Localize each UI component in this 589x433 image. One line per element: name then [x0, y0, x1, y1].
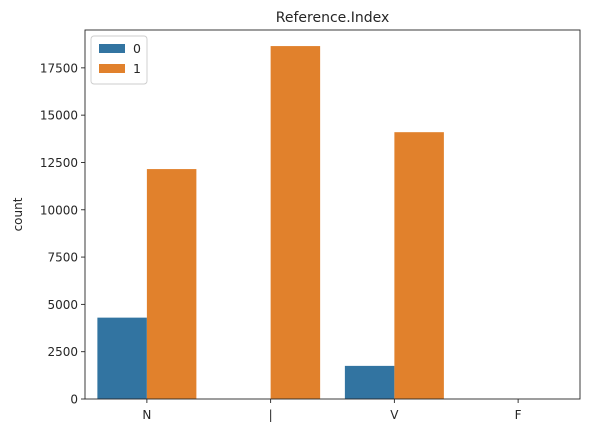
legend-label-0: 0: [133, 41, 141, 56]
bar-series-1-0: [146, 169, 197, 399]
y-tick-label-3: 7500: [47, 251, 78, 265]
legend-swatch-0: [99, 44, 125, 53]
bar-series-0-2: [344, 365, 395, 399]
x-tick-label-0: N: [142, 408, 151, 422]
axes-group: 0 2500 5000 7500 10000 12500 15000 17500 N | V F: [40, 29, 581, 422]
legend: 01: [90, 35, 148, 85]
legend-label-1: 1: [133, 61, 141, 76]
x-tick-label-2: V: [390, 408, 399, 422]
y-tick-label-4: 10000: [40, 203, 78, 217]
bar-series-1-1: [270, 46, 321, 399]
y-tick-label-6: 15000: [40, 109, 78, 123]
y-tick-label-7: 17500: [40, 61, 78, 75]
y-axis-label: count: [11, 197, 25, 231]
y-tick-label-0: 0: [70, 393, 78, 407]
x-tick-label-3: F: [515, 408, 522, 422]
y-tick-label-5: 12500: [40, 156, 78, 170]
y-tick-label-2: 5000: [47, 298, 78, 312]
x-tick-label-1: |: [269, 408, 273, 422]
bar-series-1-2: [394, 132, 444, 399]
y-tick-label-1: 2500: [47, 345, 78, 359]
bars-group: [97, 46, 444, 399]
legend-swatch-1: [99, 64, 125, 73]
bar-series-0-0: [97, 317, 147, 399]
plot-frame: [84, 29, 581, 400]
chart-title: Reference.Index: [276, 10, 390, 26]
